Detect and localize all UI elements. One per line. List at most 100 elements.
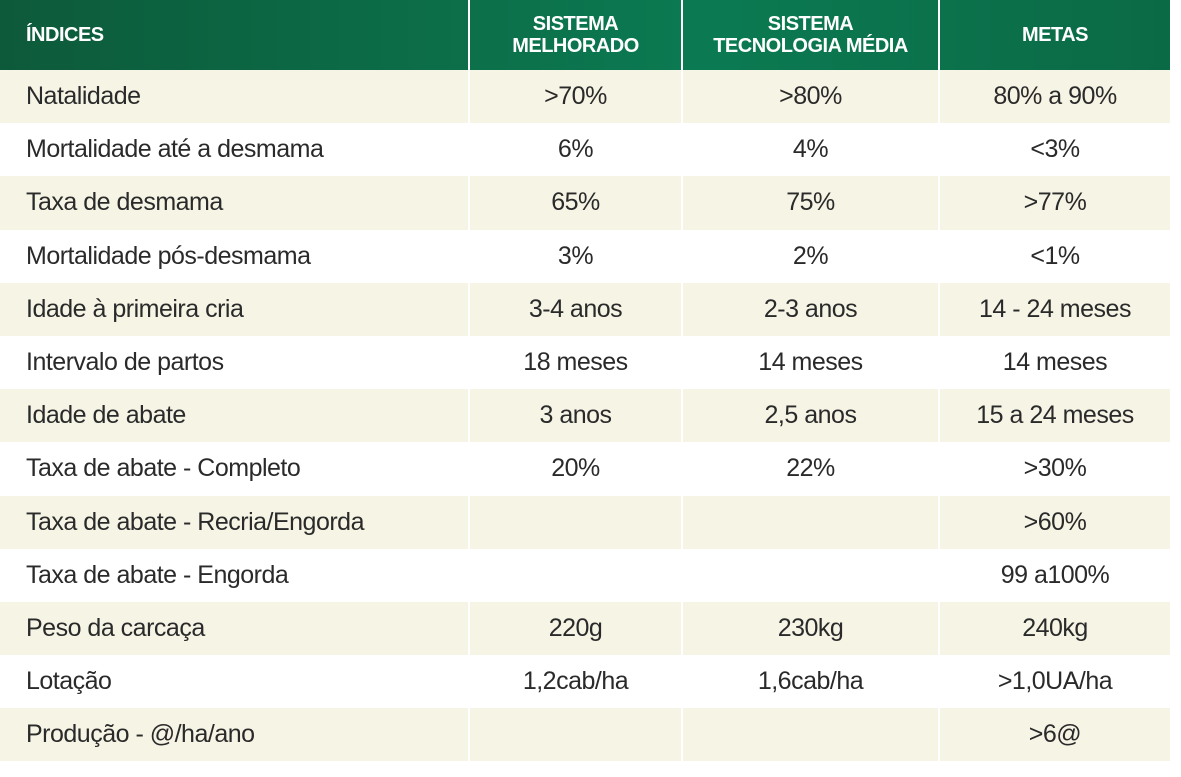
cell-text: 14 - 24 meses [979,294,1131,323]
cell-text: Taxa de abate - Recria/Engorda [26,507,365,536]
table-row: Idade de abate 3 anos 2,5 anos 15 a 24 mese… [0,389,1170,443]
cell-text: Produção - @/ha/ano [26,720,255,749]
table-cell: >1,0UA/ha [940,655,1170,708]
cell-text: >77% [1023,188,1087,217]
table-cell [470,495,683,549]
table-row: Lotação 1,2cab/ha 1,6cab/ha >1,0UA/ha [0,655,1170,709]
cell-text: Peso da carcaça [26,613,205,642]
cell-text: >60% [1023,507,1087,536]
table-row: Produção - @/ha/ano >6@ [0,708,1170,762]
header-text: SISTEMA [767,13,854,35]
table-cell: 230kg [683,601,940,656]
cell-text: Mortalidade até a desmama [26,135,324,164]
cell-text: <3% [1030,135,1080,164]
table-cell: 240kg [940,602,1170,655]
table-cell: >77% [940,176,1170,229]
table-cell: 20% [470,442,683,496]
header-cell: SISTEMA TECNOLOGIA MÉDIA [683,0,940,70]
table-cell: Intervalo de partos [0,335,470,390]
cell-text: <1% [1030,241,1080,270]
table-cell: >6@ [940,708,1170,761]
table-row: Peso da carcaça 220g 230kg 240kg [0,601,1170,656]
header-text: SISTEMA [532,13,619,35]
table-cell: Taxa de abate - Recria/Engorda [0,495,470,549]
table-row: Intervalo de partos 18 meses 14 meses 14 me… [0,335,1170,390]
cell-text: Mortalidade pós-desmama [26,241,311,270]
table-cell: 65% [470,176,683,230]
table-cell: 3% [470,229,683,283]
table-row: Taxa de abate - Recria/Engorda >60% [0,495,1170,549]
table-cell: Taxa de desmama [0,176,470,230]
header-text: TECNOLOGIA MÉDIA [713,35,908,57]
cell-text: 1,2cab/ha [522,667,629,696]
cell-text: 3-4 anos [528,294,623,323]
table-cell: 15 a 24 meses [940,389,1170,442]
cell-text: Taxa de desmama [26,188,223,217]
cell-text: 2,5 anos [764,401,857,430]
header-cell: ÍNDICES [0,0,470,70]
table-cell: Lotação [0,655,470,709]
table-row: Idade à primeira cria 3-4 anos 2-3 anos 14 … [0,282,1170,336]
table-cell: 75% [683,176,940,230]
table-row: Natalidade >70% >80% 80% a 90% [0,70,1170,124]
cell-text: >6@ [1028,720,1082,749]
cell-text: 1,6cab/ha [757,667,864,696]
table-cell: Mortalidade pós-desmama [0,229,470,283]
cell-text: Natalidade [26,82,141,111]
table-cell: 14 meses [940,336,1170,389]
table-cell: 14 - 24 meses [940,283,1170,336]
header-text: METAS [1021,24,1089,46]
table-cell: Idade de abate [0,389,470,443]
cell-text: 6% [557,135,594,164]
table-cell: Taxa de abate - Completo [0,442,470,496]
table-cell: 1,6cab/ha [683,655,940,709]
table-cell: 99 a100% [940,549,1170,602]
table-cell: 3-4 anos [470,282,683,336]
table-cell: 4% [683,123,940,177]
cell-text: >80% [779,82,842,111]
table-cell: 18 meses [470,335,683,390]
table: ÍNDICES SISTEMA MELHORADO SISTEMA TECNOLOGIA… [0,0,1170,762]
cell-text: Idade à primeira cria [26,294,244,323]
cell-text: 20% [551,454,600,483]
cell-text: >1,0UA/ha [997,667,1113,696]
table-cell: Idade à primeira cria [0,282,470,336]
table-cell: Natalidade [0,70,470,124]
table-cell: 22% [683,442,940,496]
table-cell: 1,2cab/ha [470,655,683,709]
cell-text: >30% [1023,454,1087,483]
table-cell: >60% [940,496,1170,549]
header-row: ÍNDICES SISTEMA MELHORADO SISTEMA TECNOLOGIA… [0,0,1170,70]
cell-text: >70% [544,82,607,111]
table-cell: Mortalidade até a desmama [0,123,470,177]
header-cell: METAS [940,0,1170,70]
table-cell: >70% [470,70,683,124]
table-cell: >30% [940,442,1170,495]
cell-text: Idade de abate [26,401,186,430]
cell-text: 18 meses [523,348,628,377]
table-cell: <1% [940,230,1170,283]
cell-text: 240kg [1022,613,1088,642]
cell-text: 14 meses [758,348,863,377]
header-text: ÍNDICES [26,24,104,46]
cell-text: 3 anos [539,401,612,430]
table-cell: 2-3 anos [683,282,940,336]
cell-text: 2% [792,241,829,270]
table-cell: 2% [683,229,940,283]
table-cell [683,708,940,762]
cell-text: Lotação [26,667,112,696]
table-cell: 220g [470,601,683,656]
table-cell: 3 anos [470,389,683,443]
cell-text: 15 a 24 meses [976,401,1134,430]
cell-text: 220g [548,613,603,642]
cell-text: 14 meses [1002,348,1108,377]
header-text: MELHORADO [512,35,639,57]
cell-text: 75% [786,188,835,217]
cell-text: 99 a100% [1000,560,1110,589]
cell-text: Intervalo de partos [26,348,224,377]
cell-text: Taxa de abate - Engorda [26,560,289,589]
table-cell: 2,5 anos [683,389,940,443]
table-row: Mortalidade pós-desmama 3% 2% <1% [0,229,1170,283]
table-cell [683,495,940,549]
table-row: Taxa de desmama 65% 75% >77% [0,176,1170,230]
